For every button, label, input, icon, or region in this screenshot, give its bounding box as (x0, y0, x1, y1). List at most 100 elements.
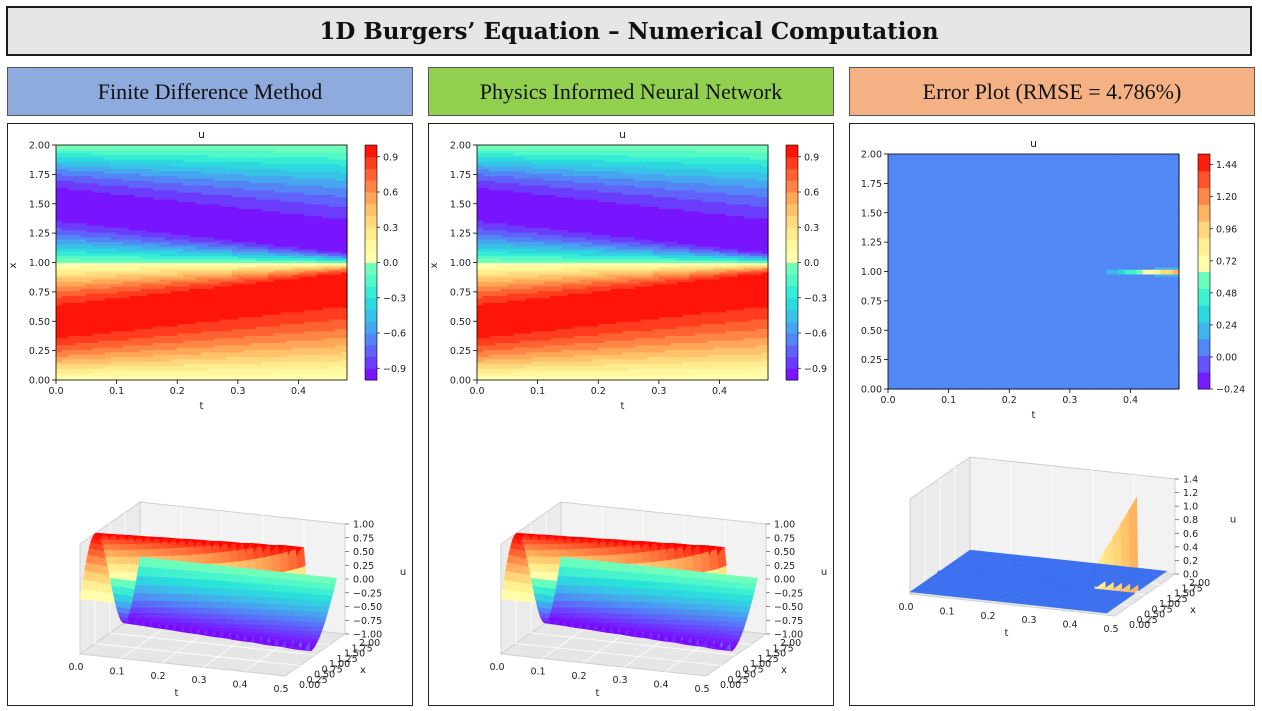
pinn-surface-xtick: 1.00 (750, 659, 771, 670)
pinn-surface-xtick: 2.00 (780, 638, 801, 649)
error-colorbar-tick: 0.24 (1216, 320, 1237, 331)
header-pinn: Physics Informed Neural Network (428, 67, 834, 116)
fdm-surface-xtick: 1.75 (352, 643, 373, 654)
pinn-ytick: 1.50 (450, 199, 471, 210)
error-ytick: 0.25 (861, 355, 882, 366)
fdm-surface-xtick: 0.75 (322, 664, 343, 675)
pinn-xtick: 0.3 (651, 386, 666, 397)
fdm-ytick: 1.25 (29, 229, 50, 240)
pinn-ytick: 1.75 (450, 170, 471, 181)
pinn-colorbar-tick: 0.6 (804, 188, 819, 199)
fdm-surface-xtick: 0.50 (314, 670, 335, 681)
error-ytick: 1.50 (861, 208, 882, 219)
pinn-ylabel: x (429, 262, 440, 268)
pinn-surface-xtick: 1.50 (765, 649, 786, 660)
pinn-surface-xlabel: x (781, 665, 787, 676)
pinn-ytick: 0.75 (450, 287, 471, 298)
fdm-surface-ttick: 0.3 (191, 675, 206, 686)
fdm-ytick: 0.25 (29, 346, 50, 357)
error-figure: u0.0 0.1 0.2 0.3 0.40.000.250.500.751.001.25… (840, 137, 1245, 639)
pinn-surface-ttick: 0.3 (612, 675, 627, 686)
fdm-surface-ztick: −0.25 (353, 588, 382, 599)
error-surface-xtick: 0.00 (1129, 620, 1150, 631)
fdm-xtick: 0.0 (48, 386, 63, 397)
error-surface-ttick: 0.5 (1103, 624, 1118, 635)
pinn-surface-ttick: 0.5 (694, 684, 709, 695)
fdm-colorbar: 0.9 0.6 0.3 0.0 −0.3 −0.6 −0.9 (364, 144, 406, 381)
error-surface-xtick: 1.00 (1159, 599, 1180, 610)
panel-pinn: u 0.0 0.1 0.2 0.3 0.4 0.00 0.25 0.50 0.75 1.00 1.25… (428, 123, 834, 706)
pinn-surface-ztick: −0.50 (774, 602, 803, 613)
error-surface-xtick: 0.25 (1137, 615, 1158, 626)
fdm-surface-tlabel: t (175, 688, 179, 699)
pinn-surface-ttick: 0.4 (653, 680, 668, 691)
error-colorbar-tick: 0.96 (1216, 224, 1237, 235)
error-colorbar-tick: 0.48 (1216, 288, 1237, 299)
fdm-ylabel: x (8, 262, 19, 268)
error-xtick: 0.1 (941, 395, 956, 406)
pinn-surface-xtick: 0.00 (720, 680, 741, 691)
fdm-surface-ztick: −0.50 (353, 602, 382, 613)
pinn-surface-ztick: 0.25 (774, 561, 795, 572)
error-colorbar-tick: 1.20 (1216, 192, 1237, 203)
pinn-contour-fill (477, 145, 769, 381)
pinn-ytick: 0.25 (450, 346, 471, 357)
pinn-colorbar-tick: −0.3 (804, 293, 827, 304)
error-surface-zlabel: u (1230, 515, 1236, 526)
fdm-surface-ztick: 0.25 (353, 561, 374, 572)
pinn-xtick: 0.2 (591, 386, 606, 397)
error-ytick: 1.75 (861, 179, 882, 190)
fdm-surface-xtick: 1.00 (329, 659, 350, 670)
pinn-surface-xtick: 1.75 (773, 643, 794, 654)
pinn-surface-xtick: 1.25 (758, 654, 779, 665)
fdm-surface-plot: 0.0 0.1 0.2 0.3 0.4 0.5t0.000.250.500.751.001… (68, 501, 406, 699)
pinn-surface-ttick: 0.2 (571, 671, 586, 682)
pinn-surface-plot: 0.0 0.1 0.2 0.3 0.4 0.5t0.000.250.500.751.001… (489, 501, 827, 699)
pinn-colorbar-tick: −0.9 (804, 364, 827, 375)
fdm-surface-xtick: 1.25 (337, 654, 358, 665)
fdm-xtick: 0.2 (170, 386, 185, 397)
error-surface-ztick: 1.4 (1183, 475, 1198, 486)
fdm-colorbar-tick: 0.9 (383, 152, 398, 163)
fdm-heatmap: u 0.0 0.1 0.2 0.3 0.4 0.00 0.25 0.50 0.75 1.00 1.25… (8, 128, 406, 412)
error-ytick: 0.50 (861, 326, 882, 337)
error-surface-xtick: 0.75 (1152, 604, 1173, 615)
error-xtick: 0.4 (1123, 395, 1138, 406)
error-ytick: 2.00 (861, 150, 882, 161)
pinn-xtick: 0.4 (712, 386, 727, 397)
error-surface-ttick: 0.4 (1062, 620, 1077, 631)
fdm-surface-ztick: 0.50 (353, 547, 374, 558)
fdm-xtick: 0.3 (230, 386, 245, 397)
error-heatmap: u 0.0 0.1 0.2 0.3 0.4 0.00 0.25 0.50 0.75 1.00 1.25… (840, 137, 1245, 421)
error-surface-ttick: 0.3 (1021, 615, 1036, 626)
pinn-surface-mesh (500, 532, 758, 652)
fdm-xtick: 0.1 (109, 386, 124, 397)
error-surface-xtick: 1.50 (1174, 589, 1195, 600)
error-surface-xtick: 2.00 (1189, 578, 1210, 589)
pinn-surface-xtick: 0.50 (735, 670, 756, 681)
pinn-xtick: 0.1 (530, 386, 545, 397)
fdm-surface-ttick: 0.1 (109, 666, 124, 677)
pinn-surface-ztick: 0.50 (774, 547, 795, 558)
error-surface-ztick: 0.0 (1183, 570, 1198, 581)
error-surface-ztick: 0.2 (1183, 556, 1198, 567)
pinn-ytick: 0.50 (450, 317, 471, 328)
error-ylabel: x (850, 271, 851, 277)
error-surface-ztick: 0.6 (1183, 529, 1198, 540)
pinn-heatmap-title: u (619, 128, 626, 141)
fdm-surface-xlabel: x (360, 665, 366, 676)
error-ytick: 0.00 (861, 385, 882, 396)
pinn-surface-tlabel: t (596, 688, 600, 699)
pinn-surface-zlabel: u (821, 567, 827, 578)
fdm-surface-ttick: 0.2 (150, 671, 165, 682)
fdm-surface-ztick: −1.00 (353, 630, 382, 641)
error-surface-ztick: 0.4 (1183, 542, 1198, 553)
error-ytick: 0.75 (861, 296, 882, 307)
fdm-surface-zlabel: u (400, 567, 406, 578)
error-surface-tlabel: t (1005, 628, 1009, 639)
fdm-surface-xtick: 2.00 (359, 638, 380, 649)
error-colorbar-tick: 0.00 (1216, 352, 1237, 363)
fdm-colorbar-tick: −0.9 (383, 364, 406, 375)
error-colorbar: 1.44 1.20 0.96 0.72 0.48 0.24 0.00 −0.24 (1197, 153, 1245, 396)
error-surface-ttick: 0.0 (898, 602, 913, 613)
